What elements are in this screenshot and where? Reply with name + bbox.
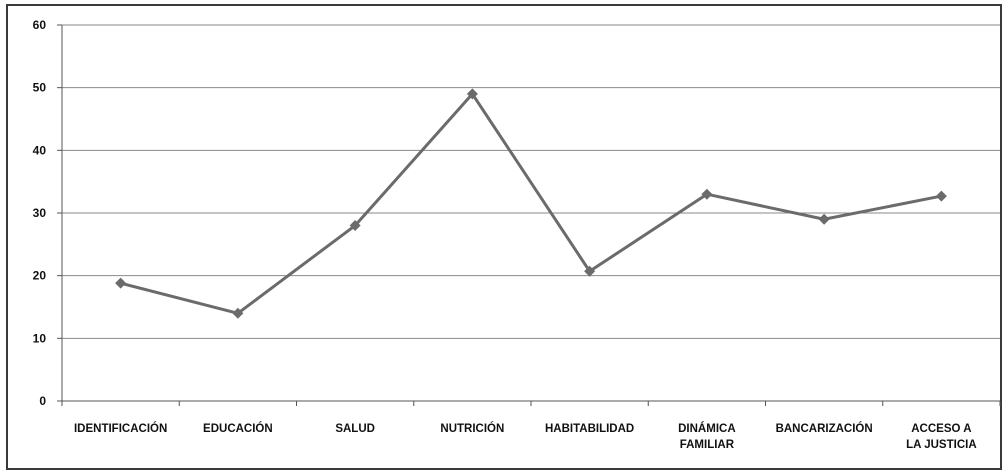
x-tick-label: BANCARIZACIÓN [776, 422, 873, 435]
y-tick-label: 40 [33, 143, 47, 157]
x-axis-tick-labels: IDENTIFICACIÓN EDUCACIÓN SALUD NUTRICIÓN HAB… [74, 422, 977, 451]
series-group [115, 88, 947, 319]
data-point-marker [935, 190, 947, 202]
data-point-marker [349, 220, 361, 232]
x-tick-label: DINÁMICA FAMILIAR [678, 422, 736, 451]
data-point-marker [818, 213, 830, 225]
data-point-marker [584, 265, 596, 277]
chart-frame [6, 4, 1002, 470]
series-line [120, 92, 942, 315]
x-tick-label: IDENTIFICACIÓN [74, 422, 167, 435]
x-tick-label: NUTRICIÓN [440, 422, 504, 435]
data-point-marker [466, 88, 478, 100]
y-tick-label: 60 [33, 18, 47, 32]
data-point-marker [701, 188, 713, 200]
data-point-marker [115, 277, 127, 289]
x-tick-label: HABITABILIDAD [545, 423, 634, 435]
x-tick-label: ACCESO A LA JUSTICIA [906, 423, 977, 451]
x-tick-label: EDUCACIÓN [203, 422, 273, 435]
gridlines [62, 24, 1000, 339]
data-point-marker [232, 307, 244, 319]
y-tick-label: 10 [33, 331, 47, 345]
x-tick-label: SALUD [335, 423, 375, 435]
axes [57, 24, 1001, 406]
y-tick-label: 30 [33, 206, 47, 220]
y-tick-label: 50 [33, 81, 47, 95]
y-axis-tick-labels: 0 10 20 30 40 50 60 [33, 18, 47, 408]
y-tick-label: 20 [33, 269, 47, 283]
y-tick-label: 0 [39, 394, 46, 408]
